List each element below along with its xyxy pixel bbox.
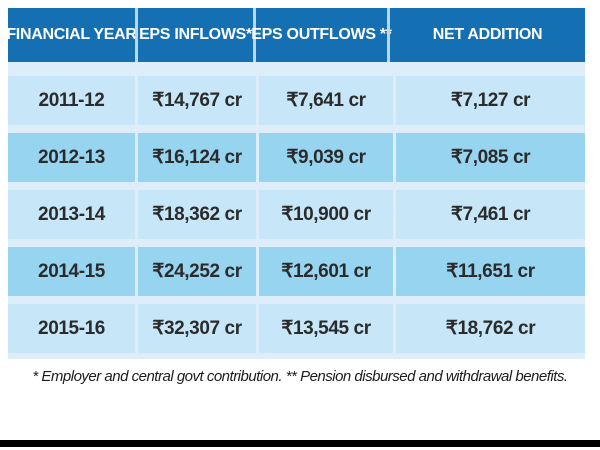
- inflow-cell: ₹24,252 cr: [138, 247, 256, 296]
- table-row: 2011-12 ₹14,767 cr ₹7,641 cr ₹7,127 cr: [8, 76, 585, 125]
- table-row: 2015-16 ₹32,307 cr ₹13,545 cr ₹18,762 cr: [8, 304, 585, 353]
- year-cell: 2013-14: [8, 190, 135, 239]
- inflow-cell: ₹14,767 cr: [138, 76, 256, 125]
- net-addition-cell: ₹7,085 cr: [396, 133, 585, 182]
- inflow-cell: ₹16,124 cr: [138, 133, 256, 182]
- column-header-eps-outflows: EPS OUTFLOWS **: [251, 8, 392, 62]
- table-row: 2013-14 ₹18,362 cr ₹10,900 cr ₹7,461 cr: [8, 190, 585, 239]
- outflow-cell: ₹7,641 cr: [259, 76, 393, 125]
- net-addition-cell: ₹7,127 cr: [396, 76, 585, 125]
- table-row: 2014-15 ₹24,252 cr ₹12,601 cr ₹11,651 cr: [8, 247, 585, 296]
- net-addition-cell: ₹18,762 cr: [396, 304, 585, 353]
- table-body: 2011-12 ₹14,767 cr ₹7,641 cr ₹7,127 cr 2…: [8, 62, 585, 359]
- table-row: 2012-13 ₹16,124 cr ₹9,039 cr ₹7,085 cr: [8, 133, 585, 182]
- net-addition-cell: ₹7,461 cr: [396, 190, 585, 239]
- inflow-cell: ₹18,362 cr: [138, 190, 256, 239]
- column-header-eps-inflows: EPS INFLOWS*: [135, 8, 253, 62]
- inflow-cell: ₹32,307 cr: [138, 304, 256, 353]
- table-header-row: FINANCIAL YEAR EPS INFLOWS* EPS OUTFLOWS…: [6, 8, 585, 62]
- outflow-cell: ₹13,545 cr: [259, 304, 393, 353]
- year-cell: 2015-16: [8, 304, 135, 353]
- outflow-cell: ₹9,039 cr: [259, 133, 393, 182]
- net-addition-cell: ₹11,651 cr: [396, 247, 585, 296]
- bottom-divider-bar: [0, 440, 600, 447]
- column-header-financial-year: FINANCIAL YEAR: [6, 26, 137, 43]
- eps-table: FINANCIAL YEAR EPS INFLOWS* EPS OUTFLOWS…: [6, 8, 585, 359]
- year-cell: 2012-13: [8, 133, 135, 182]
- outflow-cell: ₹10,900 cr: [259, 190, 393, 239]
- table-footnote: * Employer and central govt contribution…: [32, 368, 568, 385]
- year-cell: 2011-12: [8, 76, 135, 125]
- outflow-cell: ₹12,601 cr: [259, 247, 393, 296]
- year-cell: 2014-15: [8, 247, 135, 296]
- column-header-net-addition: NET ADDITION: [387, 8, 585, 62]
